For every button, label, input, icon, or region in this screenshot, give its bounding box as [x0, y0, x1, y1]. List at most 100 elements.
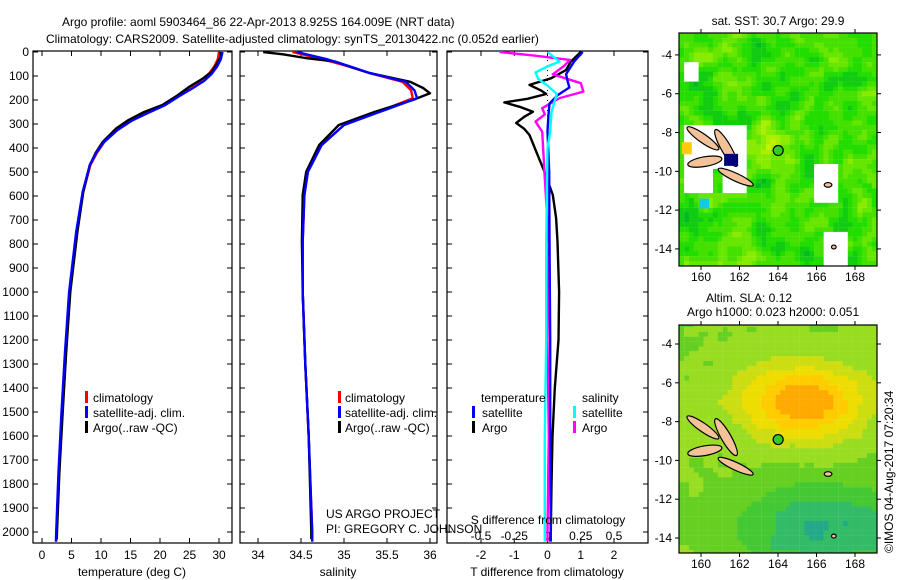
- map-cell: [713, 168, 718, 174]
- map-cell: [737, 535, 743, 541]
- map-cell: [693, 462, 699, 468]
- map-cell: [693, 525, 699, 531]
- map-cell: [684, 327, 690, 332]
- map-cell: [756, 545, 762, 551]
- map-cell: [852, 91, 858, 97]
- map-cell: [843, 47, 848, 53]
- map-cell: [871, 110, 877, 116]
- island-landmass: [823, 181, 833, 188]
- map-cell: [722, 331, 728, 337]
- map-cell: [727, 212, 733, 218]
- map-cell: [799, 265, 805, 266]
- map-cell: [785, 139, 791, 145]
- map-cell: [708, 550, 714, 553]
- map-cell: [684, 467, 690, 473]
- map-cell: [770, 516, 776, 522]
- map-cell: [804, 101, 810, 106]
- map-cell: [818, 419, 824, 425]
- y-tick-label: 500: [9, 165, 29, 179]
- map-cell: [871, 443, 877, 449]
- map-cell: [867, 101, 872, 106]
- map-cell: [847, 327, 853, 332]
- map-cell: [761, 178, 767, 184]
- map-cell: [843, 511, 848, 517]
- map-cell: [828, 96, 834, 102]
- map-cell: [741, 207, 747, 213]
- map-cell: [698, 414, 704, 420]
- map-cell: [737, 394, 743, 400]
- map-cell: [838, 530, 844, 536]
- map-cell: [756, 361, 762, 366]
- map-cell: [804, 105, 810, 111]
- map-cell: [746, 346, 752, 352]
- map-cell: [703, 433, 709, 439]
- map-cell: [794, 467, 800, 473]
- map-cell: [814, 207, 820, 213]
- map-cell: [693, 375, 699, 381]
- map-cell: [828, 207, 834, 213]
- map-cell: [862, 404, 868, 410]
- map-cell: [809, 183, 815, 189]
- map-cell: [684, 511, 690, 517]
- map-cell: [746, 394, 752, 400]
- map-cell: [684, 62, 690, 68]
- map-cell: [828, 222, 834, 228]
- map-cell: [809, 356, 815, 362]
- map-cell: [843, 428, 848, 434]
- map-cell: [818, 491, 824, 497]
- map-cell: [809, 428, 815, 434]
- map-cell: [818, 346, 824, 352]
- map-cell: [828, 462, 834, 468]
- map-cell: [732, 212, 738, 218]
- map-cell: [713, 521, 718, 526]
- map-cell: [799, 491, 805, 497]
- map-cell: [689, 227, 694, 233]
- map-cell: [809, 540, 815, 546]
- map-cell: [780, 188, 786, 194]
- map-cell: [857, 443, 863, 449]
- map-cell: [693, 86, 699, 92]
- map-cell: [780, 139, 786, 145]
- map-cell: [713, 511, 718, 517]
- map-cell: [727, 110, 733, 116]
- map-cell: [751, 173, 757, 179]
- map-cell: [679, 251, 685, 257]
- map-cell: [679, 550, 685, 553]
- map-cell: [823, 231, 829, 237]
- map-cell: [828, 202, 834, 208]
- map-cell: [871, 125, 877, 131]
- map-cell: [857, 525, 863, 531]
- map-cell: [828, 521, 834, 526]
- map-cell: [852, 525, 858, 531]
- map-cell: [843, 467, 848, 473]
- map-cell: [780, 331, 786, 337]
- map-cell: [766, 183, 771, 189]
- map-cell: [732, 331, 738, 337]
- map-cell: [703, 33, 709, 39]
- map-cell: [756, 149, 762, 155]
- map-cell: [794, 246, 800, 252]
- map-cell: [703, 375, 709, 381]
- map-cell: [857, 47, 863, 53]
- map-cell: [804, 477, 810, 483]
- map-cell: [871, 241, 877, 247]
- map-cell: [766, 125, 771, 131]
- map-cell: [713, 149, 718, 155]
- map-cell: [862, 227, 868, 233]
- map-cell: [732, 57, 738, 63]
- map-cell: [804, 139, 810, 145]
- map-cell: [871, 336, 877, 342]
- map-cell: [713, 516, 718, 522]
- map-cell: [871, 193, 877, 199]
- map-cell: [713, 178, 718, 184]
- map-cell: [867, 496, 872, 502]
- map-cell: [708, 231, 714, 237]
- map-cell: [722, 71, 728, 77]
- map-cell: [741, 149, 747, 155]
- map-cell: [857, 390, 863, 396]
- map-cell: [761, 331, 767, 337]
- map-cell: [727, 251, 733, 257]
- map-cell: [852, 327, 858, 332]
- legend-title-temperature: temperature: [481, 391, 546, 405]
- map-cell: [756, 501, 762, 507]
